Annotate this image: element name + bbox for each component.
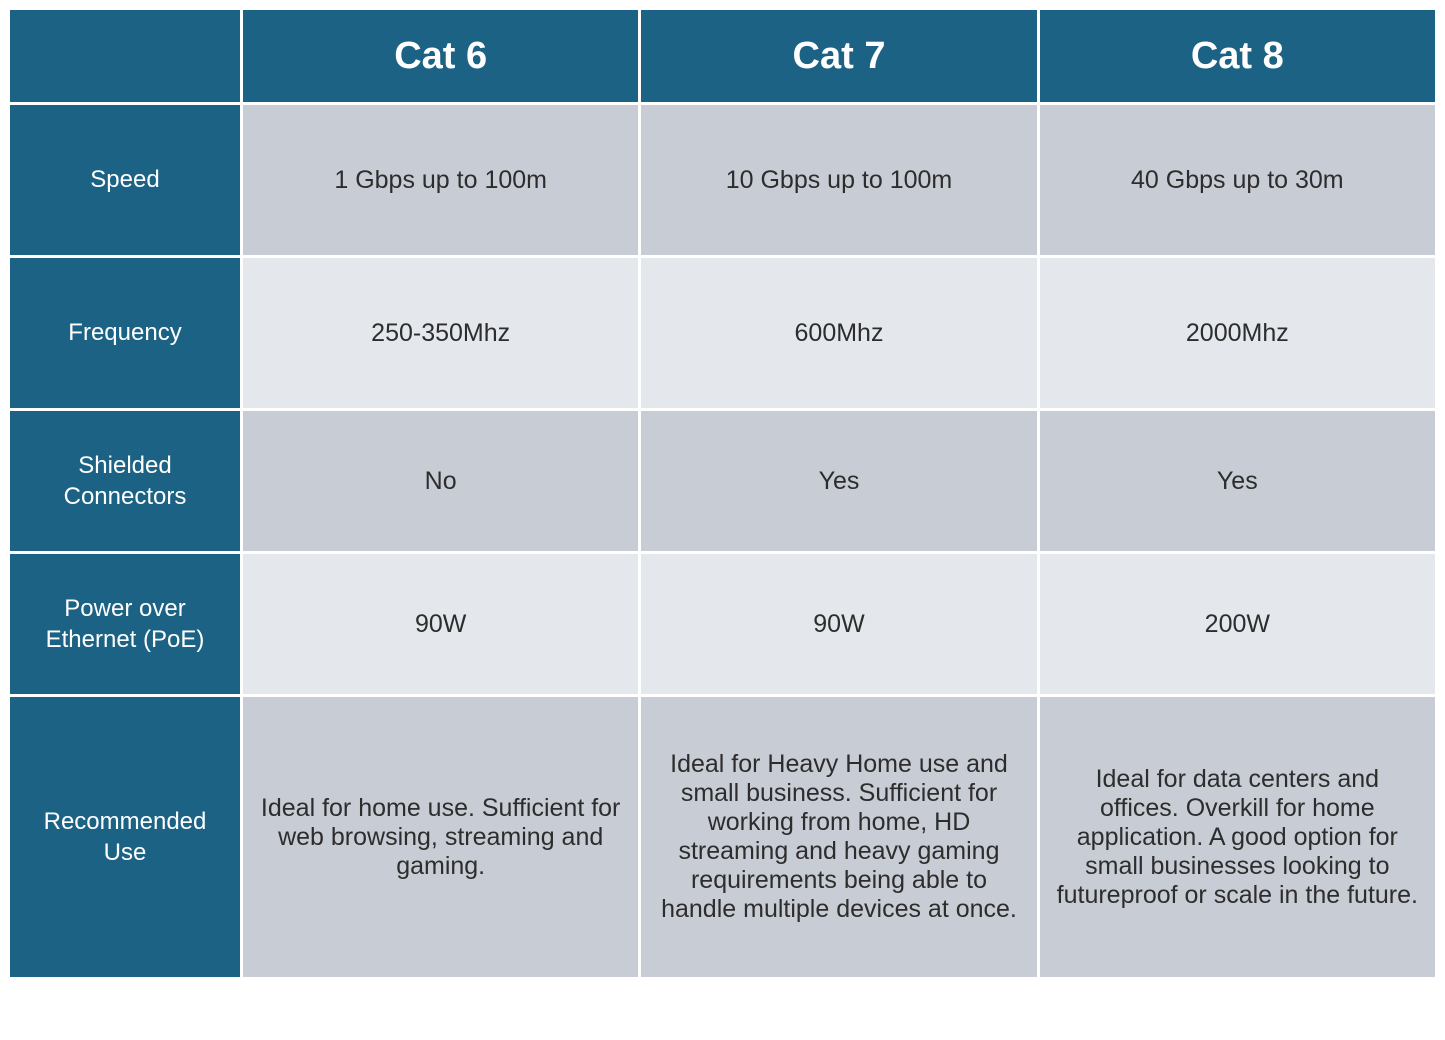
row-label-recommended: Recommended Use [10, 697, 240, 977]
row-label-shielded: Shielded Connectors [10, 411, 240, 551]
column-header-cat6: Cat 6 [243, 10, 638, 102]
row-label-poe: Power over Ethernet (PoE) [10, 554, 240, 694]
cell-recommended-cat7: Ideal for Heavy Home use and small busin… [641, 697, 1036, 977]
cell-shielded-cat8: Yes [1040, 411, 1435, 551]
column-header-cat8: Cat 8 [1040, 10, 1435, 102]
cell-recommended-cat6: Ideal for home use. Sufficient for web b… [243, 697, 638, 977]
cell-poe-cat7: 90W [641, 554, 1036, 694]
cell-speed-cat8: 40 Gbps up to 30m [1040, 105, 1435, 255]
cell-poe-cat8: 200W [1040, 554, 1435, 694]
comparison-table: Cat 6 Cat 7 Cat 8 Speed 1 Gbps up to 100… [10, 10, 1435, 977]
row-label-frequency: Frequency [10, 258, 240, 408]
cell-frequency-cat8: 2000Mhz [1040, 258, 1435, 408]
header-corner [10, 10, 240, 102]
cell-poe-cat6: 90W [243, 554, 638, 694]
cell-speed-cat7: 10 Gbps up to 100m [641, 105, 1036, 255]
cell-shielded-cat7: Yes [641, 411, 1036, 551]
row-label-speed: Speed [10, 105, 240, 255]
cell-frequency-cat7: 600Mhz [641, 258, 1036, 408]
column-header-cat7: Cat 7 [641, 10, 1036, 102]
cell-frequency-cat6: 250-350Mhz [243, 258, 638, 408]
cell-shielded-cat6: No [243, 411, 638, 551]
cell-recommended-cat8: Ideal for data centers and offices. Over… [1040, 697, 1435, 977]
cell-speed-cat6: 1 Gbps up to 100m [243, 105, 638, 255]
